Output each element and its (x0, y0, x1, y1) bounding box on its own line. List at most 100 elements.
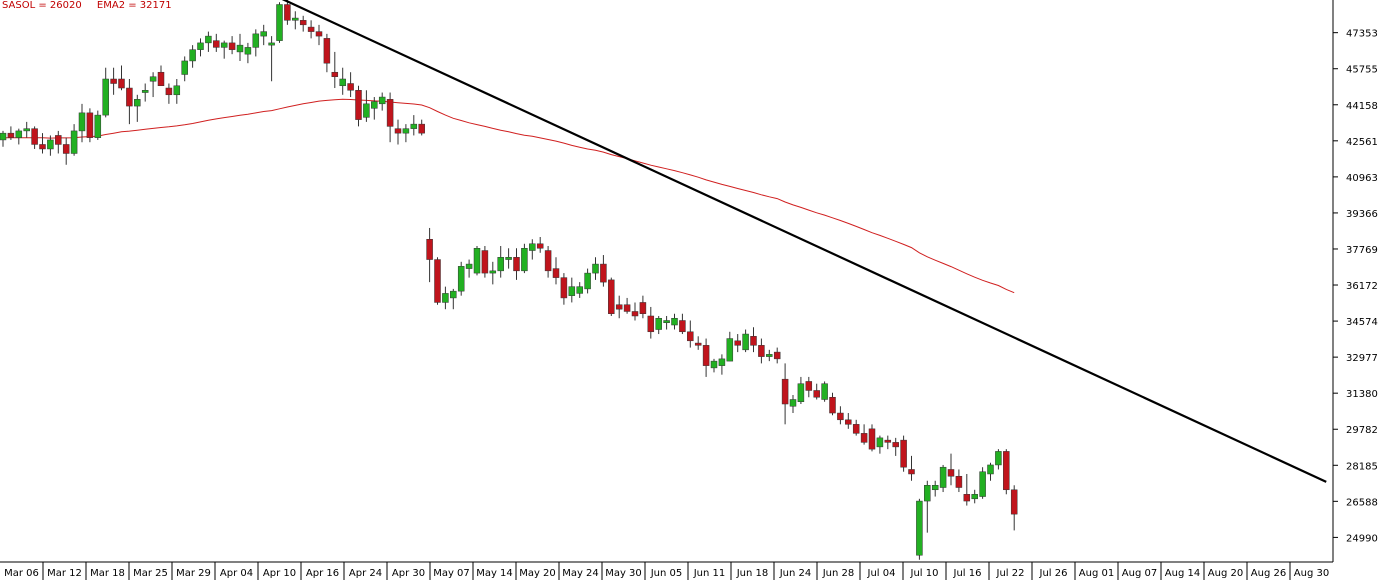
candle (213, 33, 220, 52)
candle (615, 295, 623, 319)
y-tick-label: 37769 (1346, 245, 1378, 256)
candle-body (718, 358, 726, 366)
x-tick-label: May 24 (562, 568, 599, 579)
candle (394, 119, 402, 145)
candle (655, 315, 662, 335)
candle (979, 467, 986, 499)
candle (679, 313, 686, 335)
candle (481, 246, 489, 278)
candle (173, 78, 181, 104)
candle (536, 236, 544, 253)
y-tick-label: 26588 (1346, 497, 1378, 508)
y-tick-label: 24990 (1346, 533, 1378, 544)
candle-body (837, 412, 844, 421)
y-tick-label: 29782 (1346, 425, 1378, 436)
candle-body (892, 442, 899, 448)
candle-body (339, 78, 346, 87)
x-tick-label: Mar 18 (90, 568, 125, 579)
candle (86, 108, 94, 143)
candle (687, 320, 694, 348)
candle-body (821, 383, 828, 400)
candle-body (181, 60, 188, 75)
candle-body (481, 250, 489, 274)
candle-body (608, 279, 615, 314)
candle-body (971, 494, 978, 500)
candle (386, 92, 394, 143)
candle-body (173, 85, 181, 96)
candle-body (363, 103, 370, 118)
candle-body (442, 293, 449, 303)
ema-line (3, 98, 1015, 294)
candle (355, 85, 362, 127)
candle (789, 394, 797, 414)
candle (773, 347, 781, 364)
y-tick-label: 32977 (1346, 353, 1378, 364)
candle-body (710, 360, 718, 369)
candle-body (1003, 451, 1010, 491)
x-tick-label: Aug 01 (1079, 568, 1114, 579)
y-tick-label: 42561 (1346, 137, 1378, 148)
candle-body (702, 345, 710, 366)
candle-body (157, 71, 165, 87)
candle-body (355, 90, 362, 120)
candle-body (434, 259, 441, 303)
candle (963, 473, 971, 506)
candle-body (244, 47, 252, 55)
candle (726, 331, 734, 362)
candle (220, 40, 228, 59)
candle-body (386, 99, 394, 127)
candle (0, 130, 7, 147)
candle-body (852, 424, 860, 434)
candle-body (947, 469, 955, 477)
x-tick-label: Jul 04 (867, 568, 896, 579)
candle-body (0, 132, 7, 141)
candle-body (15, 130, 23, 138)
candle (995, 449, 1002, 470)
candle-body (781, 378, 789, 405)
x-tick-label: Aug 14 (1165, 568, 1200, 579)
x-tick-label: Jun 18 (736, 568, 769, 579)
candle-body (631, 311, 639, 317)
candle-body (394, 128, 402, 134)
y-tick-label: 44158 (1346, 101, 1378, 112)
candle-body (900, 439, 907, 468)
candle-body (450, 290, 457, 299)
candle-body (758, 345, 765, 357)
candle (228, 36, 236, 55)
trendline (281, 0, 1327, 483)
candle (457, 261, 465, 296)
candle (434, 257, 441, 305)
candle-body (497, 257, 504, 272)
candle (734, 334, 741, 353)
candle (781, 363, 789, 425)
candle-body (734, 340, 741, 346)
x-tick-label: Aug 26 (1251, 568, 1286, 579)
x-tick-label: Jul 22 (996, 568, 1025, 579)
candle-body (62, 144, 70, 154)
candle (497, 246, 504, 278)
candle-body (110, 78, 117, 84)
candle (31, 126, 38, 149)
y-tick-label: 47353 (1346, 29, 1378, 40)
candle-body (813, 390, 820, 398)
candle-body (70, 130, 78, 154)
x-tick-label: May 20 (519, 568, 556, 579)
candle (331, 51, 339, 89)
candle-body (315, 31, 323, 37)
ema-layer (3, 98, 1015, 294)
candle (205, 31, 212, 52)
candle-body (576, 286, 583, 294)
candle-body (284, 4, 291, 21)
candle (576, 282, 583, 298)
candle-body (995, 451, 1002, 466)
candle (671, 313, 678, 330)
candle-body (228, 42, 236, 50)
candle (631, 302, 639, 321)
candle (165, 83, 173, 104)
candle (663, 315, 670, 330)
legend-ema: EMA2 = 32171 (96, 0, 172, 11)
y-tick-label: 40963 (1346, 173, 1378, 184)
candle (829, 392, 836, 416)
candle (157, 65, 165, 87)
candle (426, 227, 433, 283)
